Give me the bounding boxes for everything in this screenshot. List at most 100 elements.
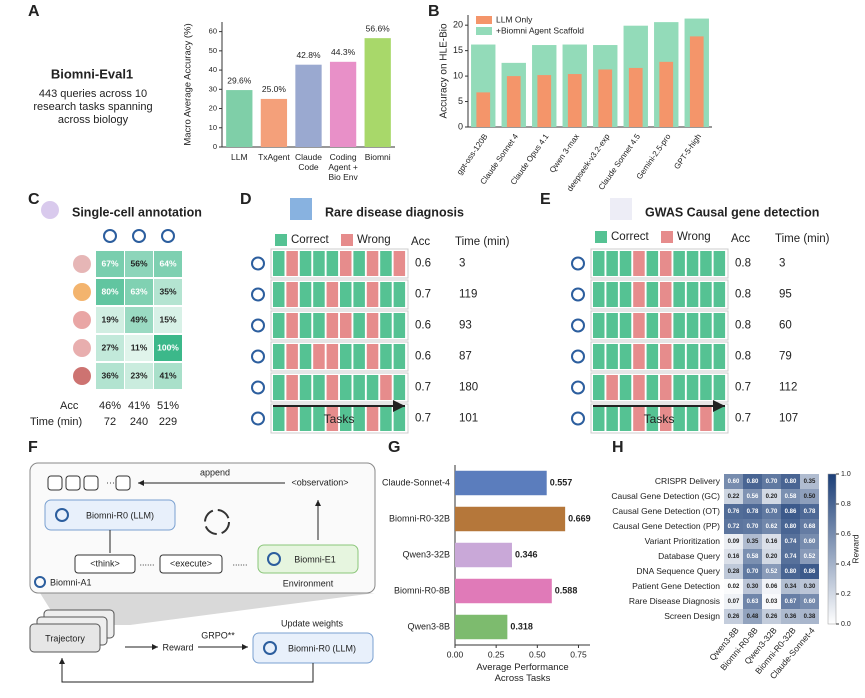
acc-value: 0.7 (735, 413, 751, 425)
time-header: Time (min) (455, 236, 510, 248)
task-cell (326, 282, 339, 307)
row-icon (251, 411, 265, 426)
heat-cell (125, 363, 153, 389)
panel-label: B (428, 3, 440, 20)
time-value: 93 (459, 320, 472, 332)
heat-cell (800, 564, 819, 579)
heat-cell (743, 519, 762, 534)
cell-label: 0.26 (728, 614, 740, 620)
task-cell (313, 344, 325, 369)
legend-label: +Biomni Agent Scaffold (496, 25, 584, 35)
row-label: CRISPR Delivery (655, 476, 721, 486)
y-tick-label: Biomni-R0-8B (394, 585, 450, 595)
feedback-arrow (59, 658, 314, 683)
bar (260, 98, 288, 147)
colorbar-tick-label: 0.2 (841, 591, 851, 598)
heat-cell (762, 474, 781, 489)
task-cell (646, 344, 659, 369)
cell-label: 100% (157, 342, 179, 352)
cell-label: 0.35 (804, 479, 816, 485)
task-cell (340, 375, 352, 400)
legend-swatch (595, 231, 607, 243)
heat-cell (762, 549, 781, 564)
heat-cell (762, 504, 781, 519)
task-cell (299, 406, 312, 431)
step-box (83, 475, 99, 491)
bar (455, 542, 512, 568)
cell-label: 35% (159, 286, 176, 296)
task-cell (273, 375, 285, 400)
icon (41, 201, 59, 219)
panel-label: C (28, 191, 40, 208)
task-cell (619, 375, 632, 400)
x-tick-label: 0.75 (570, 649, 587, 659)
cell-label: 27% (101, 342, 118, 352)
task-cell (619, 406, 632, 431)
cell-label: 0.22 (728, 494, 740, 500)
task-cell (633, 282, 645, 307)
task-cell (593, 251, 605, 276)
acc-value: 0.8 (735, 289, 751, 301)
row-label: Variant Prioritization (645, 536, 721, 546)
y-tick-label: 10 (453, 70, 463, 80)
row-label: Screen Design (664, 611, 720, 621)
x-axis-label: Average Performance Across Tasks (476, 662, 569, 684)
heat-cell (762, 534, 781, 549)
heat-cell (800, 609, 819, 624)
bar (455, 578, 552, 604)
y-tick-label: 10 (209, 123, 217, 132)
value-label: 0.346 (515, 549, 538, 559)
legend-swatch (661, 231, 673, 243)
task-cell (606, 282, 618, 307)
heat-cell (762, 519, 781, 534)
execute-box (159, 554, 223, 574)
y-tick-label: 0 (458, 121, 463, 131)
dots: ...... (232, 557, 247, 567)
task-cell (646, 282, 659, 307)
value-label: 44.3% (331, 47, 356, 57)
acc-value: 0.7 (415, 382, 431, 394)
step-box (65, 475, 81, 491)
task-cell (353, 344, 365, 369)
value-label: 25.0% (262, 84, 287, 94)
step-box (115, 475, 131, 491)
value-label: 42.8% (296, 50, 321, 60)
heat-cell (154, 251, 182, 277)
task-cell (686, 406, 699, 431)
cell-label: 49% (130, 314, 147, 324)
environment-label: Environment (283, 578, 334, 588)
task-cell (380, 406, 392, 431)
cell-label: 19% (101, 314, 118, 324)
task-cell (353, 282, 365, 307)
task-cell (673, 282, 685, 307)
heat-cell (800, 504, 819, 519)
heat-cell (724, 549, 743, 564)
colorbar-tick-label: 0.8 (841, 501, 851, 508)
task-cell (713, 251, 726, 276)
task-cell (326, 344, 339, 369)
task-cell (299, 282, 312, 307)
row-icon (251, 349, 265, 364)
cell-label: 0.38 (804, 614, 816, 620)
acc-value: 0.7 (415, 289, 431, 301)
step-box (47, 475, 63, 491)
task-cell (273, 406, 285, 431)
y-tick-label: 5 (458, 96, 463, 106)
task-cell (633, 251, 645, 276)
think-label: <think> (90, 558, 120, 568)
task-cell (673, 313, 685, 338)
cell-label: 0.35 (747, 539, 759, 545)
bar (226, 90, 253, 147)
task-cell (353, 251, 365, 276)
y-tick-label: 40 (209, 65, 217, 74)
time-value: 101 (459, 413, 478, 425)
task-cell (393, 375, 406, 400)
time-value: 229 (159, 416, 177, 428)
row-icon (571, 287, 585, 302)
task-cell (619, 282, 632, 307)
legend-label: Wrong (357, 234, 391, 246)
task-cell (299, 251, 312, 276)
task-cell (299, 344, 312, 369)
task-cell (340, 282, 352, 307)
task-cell (286, 375, 298, 400)
